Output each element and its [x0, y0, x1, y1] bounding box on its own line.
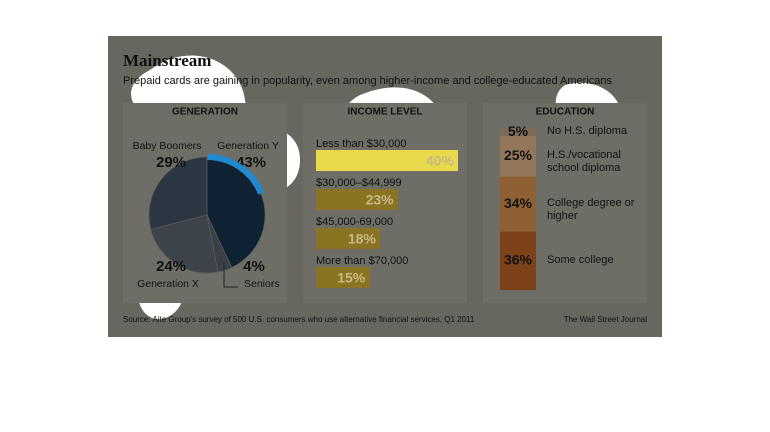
slice-label: Generation Y — [217, 140, 279, 152]
bar-category: $45,000-69,000 — [316, 216, 393, 228]
slice-label: Baby Boomers — [133, 140, 202, 152]
segment-value: 34% — [504, 195, 533, 211]
title: Mainstream — [123, 51, 211, 70]
segment-label: No H.S. diploma — [547, 125, 628, 138]
segment-value: 25% — [504, 147, 533, 163]
segment-value: 36% — [504, 252, 533, 268]
bar-value: 23% — [366, 192, 395, 208]
panel-title: EDUCATION — [536, 107, 595, 118]
slice-label: Generation X — [137, 278, 199, 290]
segment-label: Some college — [547, 253, 614, 266]
bar-category: More than $70,000 — [316, 255, 408, 267]
column-segment — [500, 176, 536, 232]
segment-value: 5% — [508, 123, 529, 139]
bar-category: Less than $30,000 — [316, 138, 407, 150]
leader-line — [223, 262, 238, 288]
column-segment — [500, 128, 536, 137]
panel-title: GENERATION — [172, 107, 238, 118]
source: Source: Aite Group's survey of 500 U.S. … — [123, 315, 475, 324]
slice-value: 24% — [156, 258, 186, 275]
bar — [316, 150, 458, 171]
slice-value: 29% — [156, 154, 186, 171]
pie-edge — [206, 153, 264, 195]
panel-title: INCOME LEVEL — [347, 107, 422, 118]
pie-slice — [148, 156, 208, 230]
bar-value: 40% — [426, 153, 455, 169]
segment-label: H.S./vocational school diploma — [547, 149, 621, 175]
bar-value: 18% — [348, 231, 377, 247]
bar-category: $30,000–$44,999 — [316, 177, 402, 189]
slice-value: 4% — [243, 258, 265, 275]
column-segment — [500, 136, 536, 177]
bar — [316, 228, 380, 249]
segment-label: College degree or higher — [547, 197, 635, 223]
slice-label: Seniors — [244, 278, 280, 290]
pie-slice — [150, 214, 219, 274]
credit: The Wall Street Journal — [564, 315, 648, 324]
subtitle: Prepaid cards are gaining in popularity,… — [123, 75, 612, 87]
bar — [316, 189, 398, 210]
bar — [316, 267, 370, 288]
column-segment — [500, 231, 536, 290]
bar-value: 15% — [337, 270, 366, 286]
